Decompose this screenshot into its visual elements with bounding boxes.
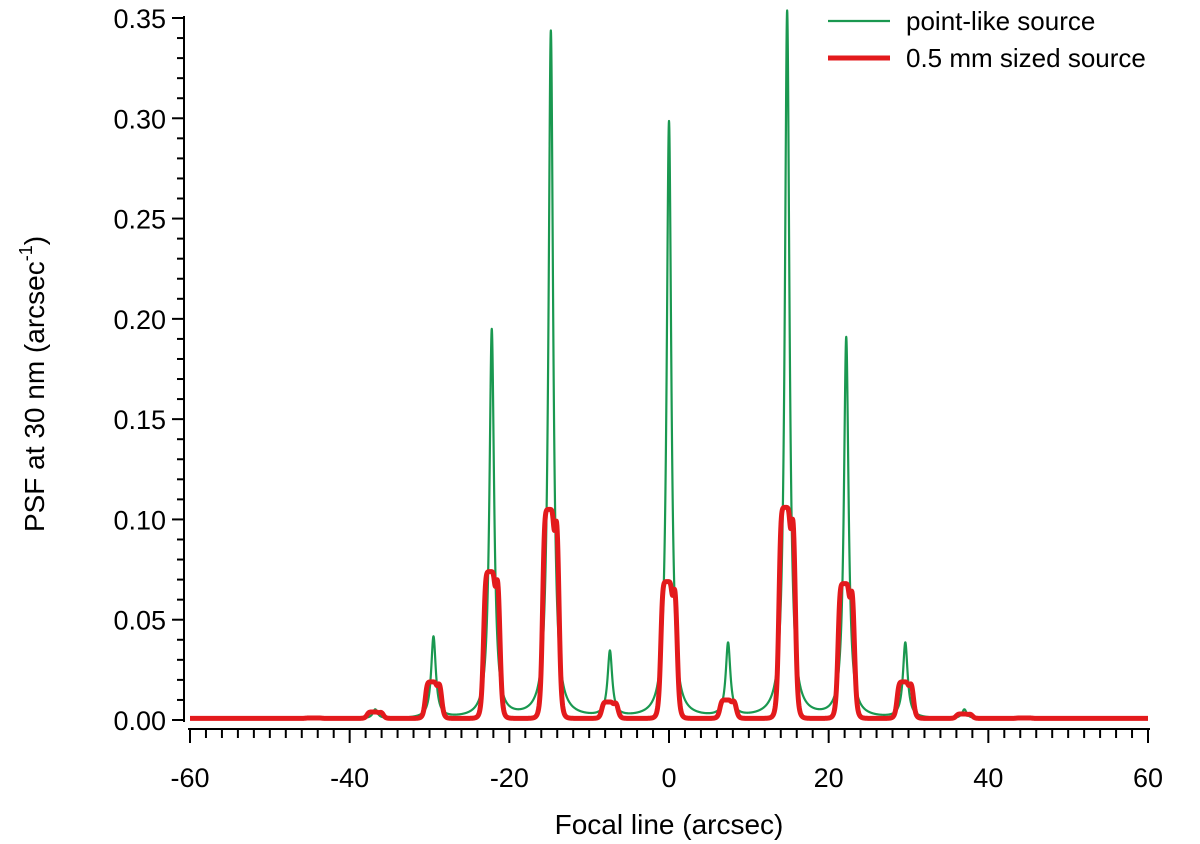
legend-label-sized-source: 0.5 mm sized source xyxy=(906,43,1146,73)
y-tick-label: 0.05 xyxy=(113,606,166,636)
plot-area xyxy=(187,9,1151,721)
y-tick-label: 0.20 xyxy=(113,305,166,335)
x-axis: -60 -40 -20 0 20 40 60 xyxy=(170,728,1163,793)
y-tick-label: 0.30 xyxy=(113,104,166,134)
y-tick-label: 0.25 xyxy=(113,205,166,235)
x-tick-label: -40 xyxy=(330,763,369,793)
y-tick-label: 0.00 xyxy=(113,706,166,736)
y-axis-title-superscript: -1 xyxy=(16,245,36,261)
x-tick-label: 60 xyxy=(1133,763,1163,793)
x-tick-label: -60 xyxy=(170,763,209,793)
series-line-point-like-source xyxy=(189,9,1149,720)
x-tick-label: 40 xyxy=(973,763,1003,793)
y-axis-title-close: ) xyxy=(19,236,50,245)
series-line-sized-source xyxy=(187,504,1151,721)
y-tick-label: 0.10 xyxy=(113,505,166,535)
y-axis-title: PSF at 30 nm (arcsec-1) xyxy=(16,236,50,532)
y-tick-label: 0.15 xyxy=(113,405,166,435)
x-tick-label: 0 xyxy=(661,763,676,793)
y-tick-label: 0.35 xyxy=(113,4,166,34)
x-tick-label: -20 xyxy=(490,763,529,793)
y-axis: 0.00 0.05 0.10 0.15 0.20 0.25 0.30 0.35 xyxy=(113,4,185,736)
y-axis-title-main: PSF at 30 nm (arcsec xyxy=(19,261,50,532)
legend-label-point-like-source: point-like source xyxy=(906,6,1095,36)
x-axis-title: Focal line (arcsec) xyxy=(555,809,784,840)
legend: point-like source 0.5 mm sized source xyxy=(828,6,1146,73)
x-tick-label: 20 xyxy=(814,763,844,793)
